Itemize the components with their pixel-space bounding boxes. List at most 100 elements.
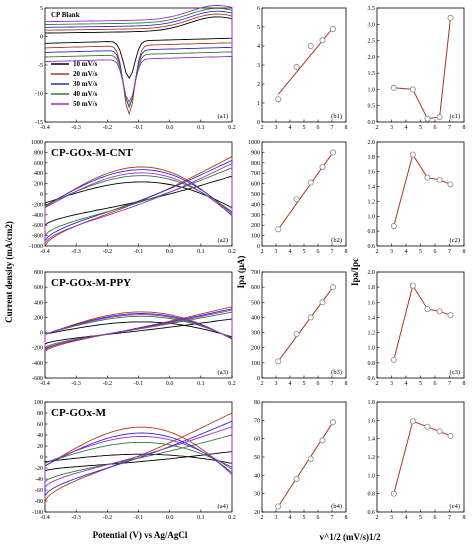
- ratio-line: [393, 284, 451, 360]
- panel-b2: 2 3 4 5 6 7 8 0 100 200 300 400 500 600 700 800 900 1000 (…: [248, 140, 348, 255]
- x-tick-label: 3: [275, 381, 278, 387]
- y-tick-label: 400: [251, 315, 260, 321]
- data-point: [447, 432, 454, 439]
- x-tick-label: 3: [275, 125, 278, 131]
- ratio-line: [393, 153, 451, 227]
- x-tick-label: 4: [405, 125, 408, 131]
- x-tick-label: 7: [331, 381, 334, 387]
- legend-entry: 10 mV/s: [73, 60, 98, 68]
- x-tick-label: 5: [303, 515, 306, 521]
- x-tick-label: 2: [261, 125, 264, 131]
- data-point: [319, 437, 326, 444]
- y-tick-label: 500: [251, 192, 260, 198]
- data-point: [329, 149, 336, 156]
- data-point: [390, 490, 397, 497]
- panel-label: (a1): [218, 113, 228, 120]
- cv-curve-50mVs: [44, 426, 233, 488]
- y-tick-label: -200: [32, 346, 43, 352]
- data-point: [390, 222, 397, 229]
- y-tick-label: 0.6: [368, 510, 376, 516]
- panel-label: (a2): [218, 237, 228, 244]
- data-point: [275, 358, 282, 365]
- y-tick-label: -60: [35, 488, 43, 494]
- x-tick-label: -0.3: [71, 381, 81, 387]
- data-point: [436, 308, 443, 315]
- y-tick-label: -10: [35, 92, 43, 98]
- x-tick-label: 5: [419, 381, 422, 387]
- x-tick-label: 8: [463, 249, 466, 255]
- legend-entry: 30 mV/s: [73, 80, 98, 88]
- y-tick-label: -5: [38, 63, 43, 69]
- x-tick-label: -0.3: [71, 125, 81, 131]
- data-point: [424, 423, 431, 430]
- x-tick-label: 0.2: [228, 249, 236, 255]
- y-tick-label: 400: [34, 300, 43, 306]
- y-tick-label: -800: [32, 234, 43, 240]
- panel-label: (c4): [450, 503, 460, 510]
- y-tick-label: 800: [251, 161, 260, 167]
- data-point: [307, 43, 314, 50]
- y-tick-label: 0: [40, 331, 43, 337]
- x-tick-label: 5: [303, 381, 306, 387]
- data-point: [329, 25, 336, 32]
- x-tick-label: 8: [345, 125, 348, 131]
- x-tick-label: 8: [345, 515, 348, 521]
- y-tick-label: 0.6: [368, 376, 376, 382]
- y-tick-label: 300: [251, 213, 260, 219]
- x-tick-label: 6: [317, 515, 320, 521]
- x-tick-label: 2: [261, 381, 264, 387]
- y-tick-label: 20: [37, 444, 43, 450]
- fit-line: [277, 27, 334, 95]
- x-tick-label: 3: [275, 249, 278, 255]
- data-point: [275, 96, 282, 103]
- y-tick-label: 0.8: [368, 229, 376, 235]
- x-tick-label: -0.1: [134, 515, 144, 521]
- y-tick-label: 5: [257, 25, 260, 31]
- data-point: [307, 179, 314, 186]
- y-tick-label: 1.0: [368, 87, 376, 93]
- x-tick-label: -0.4: [40, 125, 50, 131]
- plot-frame: [376, 271, 465, 379]
- y-tick-label: -600: [32, 376, 43, 382]
- ratio-line: [393, 17, 451, 120]
- panel-c3: 2 3 4 5 6 7 8 0.6 0.8 1.0 1.2 1.4 1.6 1.8 2.0 (c3): [368, 270, 466, 387]
- panel-a1: -0.4 -0.3 -0.2 -0.1 0.0 0.1 0.2 -15 -10 -5 0 5 CP Bl…: [35, 5, 236, 131]
- data-point: [319, 299, 326, 306]
- panel-title: CP Blank: [51, 11, 80, 19]
- data-point: [409, 151, 416, 158]
- y-tick-label: 800: [34, 150, 43, 156]
- x-tick-label: -0.4: [40, 249, 50, 255]
- data-point: [424, 115, 431, 122]
- plot-frame: [261, 7, 347, 123]
- y-tick-label: 400: [34, 171, 43, 177]
- x-tick-label: 8: [463, 381, 466, 387]
- x-tick-label: 8: [345, 381, 348, 387]
- x-tick-label: -0.1: [134, 249, 144, 255]
- data-point: [409, 86, 416, 93]
- panel-c1: 2 3 4 5 6 7 8 0.0 0.5 1.0 1.5 2.0 2.5 3.0 3.5 (c1): [368, 6, 466, 131]
- x-tick-label: 5: [419, 515, 422, 521]
- x-tick-label: 2: [261, 249, 264, 255]
- y-tick-label: 3.0: [368, 22, 376, 28]
- y-tick-label: 0: [257, 120, 260, 126]
- y-tick-label: 1.2: [368, 331, 376, 337]
- y-tick-label: 0: [40, 35, 43, 41]
- data-point: [293, 196, 300, 203]
- y-tick-label: 0: [40, 192, 43, 198]
- x-tick-label: 0.1: [197, 381, 205, 387]
- x-tick-label: -0.1: [134, 381, 144, 387]
- x-tick-label: -0.3: [71, 515, 81, 521]
- y-tick-label: 2.5: [368, 39, 376, 45]
- x-tick-label: 6: [434, 125, 437, 131]
- x-tick-label: 0.0: [166, 515, 174, 521]
- cv-y-axis-label: Current density (mA/cm2): [4, 221, 14, 323]
- x-tick-label: 3: [390, 515, 393, 521]
- y-tick-label: 3.5: [368, 6, 376, 12]
- y-tick-label: -400: [32, 361, 43, 367]
- x-tick-label: 2: [376, 515, 379, 521]
- y-tick-label: 20: [254, 510, 260, 516]
- x-tick-label: 2: [376, 381, 379, 387]
- x-tick-label: 0.0: [166, 125, 174, 131]
- x-tick-label: -0.4: [40, 381, 50, 387]
- y-tick-label: 1.8: [368, 285, 376, 291]
